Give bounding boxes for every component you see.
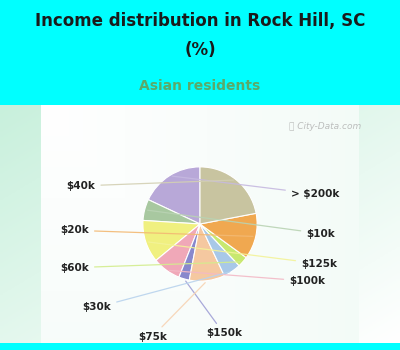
Text: $20k: $20k [60,225,253,236]
Text: $125k: $125k [148,242,337,269]
Text: $40k: $40k [66,180,234,191]
Text: Income distribution in Rock Hill, SC: Income distribution in Rock Hill, SC [35,12,365,30]
Wedge shape [200,167,256,224]
Text: $10k: $10k [148,210,335,238]
Wedge shape [200,224,246,266]
Wedge shape [189,224,224,281]
Wedge shape [143,220,200,260]
Text: $150k: $150k [186,281,242,338]
Text: (%): (%) [184,41,216,60]
Wedge shape [200,224,239,276]
Wedge shape [148,167,200,224]
Text: $75k: $75k [138,283,205,342]
Text: $60k: $60k [60,262,240,273]
Text: ⓘ City-Data.com: ⓘ City-Data.com [289,122,361,131]
Text: > $200k: > $200k [172,176,339,199]
Text: $100k: $100k [169,271,325,286]
Wedge shape [143,200,200,224]
Text: Asian residents: Asian residents [139,79,261,93]
Wedge shape [179,224,200,280]
Wedge shape [156,224,200,277]
Wedge shape [200,213,257,258]
Text: $30k: $30k [82,272,230,312]
